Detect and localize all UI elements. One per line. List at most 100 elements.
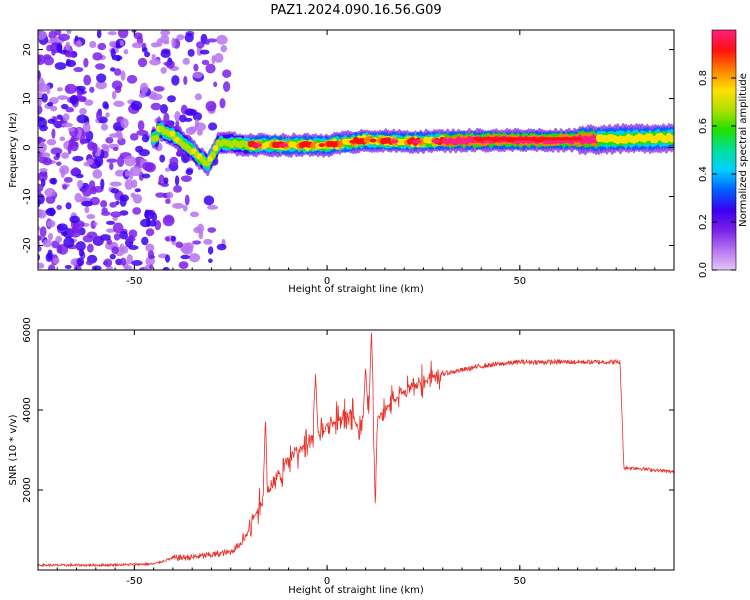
spectrogram-noise-blob: [66, 30, 72, 35]
spectrogram-noise-blob: [28, 255, 34, 260]
spectrogram-noise-blob: [56, 244, 63, 254]
spectrogram-noise-blob: [207, 246, 214, 255]
spectrogram-noise-blob: [141, 173, 151, 179]
spectrogram-noise-blob: [111, 246, 119, 255]
spectrogram-ridge-cell: [212, 144, 219, 152]
spectrogram-noise-blob: [124, 170, 131, 177]
spectrogram-noise-blob: [84, 206, 90, 214]
spectrogram-noise-blob: [41, 93, 48, 103]
spectrogram-noise-blob: [145, 256, 155, 266]
spectrogram-noise-blob: [46, 138, 57, 146]
spectrogram-noise-blob: [124, 236, 136, 243]
spectrogram-noise-blob: [38, 105, 39, 108]
spectrogram-panel: -50 0 50 -20 -10 0 10 20 Height of straight lin…: [8, 29, 675, 295]
spectrogram-noise-blob: [131, 260, 143, 266]
spectrogram-noise-blob: [29, 118, 33, 124]
spectrogram-noise-blob: [27, 157, 35, 165]
spectrogram-noise-blob: [208, 258, 213, 264]
spectrogram-noise-blob: [38, 117, 48, 128]
spectrogram-peak: [318, 143, 325, 148]
spectrogram-noise-blob: [56, 114, 63, 120]
spectrogram-noise-blob: [73, 141, 79, 147]
spectrogram-noise-blob: [171, 75, 180, 86]
spectrogram-noise-blob: [124, 179, 134, 190]
colorbar-label: Normalized spectral amplitude: [738, 73, 749, 227]
spectrogram-noise-blob: [126, 74, 138, 84]
spectrogram-noise-blob: [56, 161, 62, 166]
spectrogram-noise-blob: [39, 226, 47, 238]
spectrogram-noise-blob: [160, 49, 171, 58]
spectrogram-noise-blob: [109, 201, 117, 208]
spectrogram-ytick-label: 0: [22, 144, 33, 150]
snr-background: [38, 330, 674, 570]
spectrogram-peak: [299, 143, 310, 148]
spectrogram-noise-blob: [147, 250, 155, 260]
spectrogram-noise-blob: [65, 59, 77, 68]
spectrogram-noise-blob: [120, 118, 129, 129]
spectrogram-noise-blob: [203, 238, 213, 245]
figure-title: PAZ1.2024.090.16.56.G09: [270, 3, 441, 18]
spectrogram-xtick-label: 0: [324, 276, 330, 287]
spectrogram-noise-blob: [183, 75, 188, 86]
spectrogram-ridge-cell: [668, 134, 674, 143]
spectrogram-noise-blob: [103, 258, 113, 267]
spectrogram-noise-blob: [165, 198, 171, 205]
spectrogram-noise-blob: [184, 194, 190, 206]
spectrogram-noise-blob: [94, 155, 104, 167]
spectrogram-noise-blob: [112, 146, 119, 151]
spectrogram-noise-blob: [165, 236, 170, 242]
spectrogram-noise-blob: [72, 155, 84, 162]
spectrogram-noise-blob: [83, 57, 89, 68]
spectrogram-noise-blob: [54, 62, 67, 70]
spectrogram-noise-blob: [105, 112, 110, 118]
snr-xtick-label: 50: [513, 576, 526, 587]
spectrogram-noise-blob: [96, 30, 102, 39]
spectrogram-noise-blob: [61, 152, 69, 159]
spectrogram-xtick-label: -50: [126, 276, 142, 287]
snr-panel: -50 0 50 2000 4000 6000 Height of straight li…: [8, 317, 675, 596]
spectrogram-noise-blob: [194, 122, 206, 132]
spectrogram-noise-blob: [34, 38, 38, 49]
spectrogram-noise-blob: [40, 178, 46, 187]
spectrogram-noise-blob: [81, 186, 93, 197]
spectrogram-noise-blob: [216, 34, 228, 45]
spectrogram-ridge-cell: [204, 160, 211, 167]
spectrogram-noise-blob: [47, 264, 56, 270]
spectrogram-noise-blob: [219, 98, 226, 109]
spectrogram-noise-blob: [92, 142, 98, 154]
spectrogram-noise-blob: [100, 200, 108, 208]
spectrogram-noise-blob: [141, 47, 148, 53]
spectrogram-noise-blob: [150, 42, 160, 48]
spectrogram-noise-blob: [47, 101, 54, 107]
spectrogram-noise-blob: [153, 85, 165, 92]
spectrogram-noise-blob: [166, 191, 174, 199]
colorbar-tick-label: 0.8: [698, 70, 709, 86]
spectrogram-noise-blob: [63, 236, 75, 248]
spectrogram-noise-blob: [38, 77, 39, 81]
spectrogram-noise-blob: [203, 195, 215, 206]
spectrogram-noise-blob: [106, 158, 118, 163]
spectrogram-noise-blob: [155, 192, 166, 198]
spectrogram-noise-blob: [123, 49, 129, 55]
spectrogram-noise-blob: [26, 263, 38, 270]
spectrogram-noise-blob: [113, 100, 125, 107]
spectrogram-noise-blob: [61, 122, 74, 128]
spectrogram-noise-blob: [51, 128, 56, 139]
spectrogram-xlabel: Height of straight line (km): [288, 284, 424, 295]
spectrogram-noise-blob: [160, 66, 167, 74]
spectrogram-noise-blob: [38, 167, 39, 170]
spectrogram-noise-blob: [42, 157, 53, 166]
snr-ytick-label: 4000: [22, 397, 33, 422]
spectrogram-ylabel: Frequency (Hz): [8, 112, 19, 188]
spectrogram-noise-blob: [56, 223, 68, 231]
spectrogram-noise-blob: [138, 92, 146, 99]
spectrogram-peak: [253, 143, 263, 148]
spectrogram-noise-blob: [38, 253, 41, 262]
spectrogram-noise-blob: [47, 118, 56, 124]
spectrogram-noise-blob: [130, 100, 143, 111]
spectrogram-peak: [391, 139, 399, 144]
spectrogram-noise-blob: [65, 202, 72, 210]
spectrogram-noise-blob: [72, 167, 80, 176]
spectrogram-noise-blob: [110, 188, 120, 194]
spectrogram-noise-blob: [110, 48, 116, 59]
